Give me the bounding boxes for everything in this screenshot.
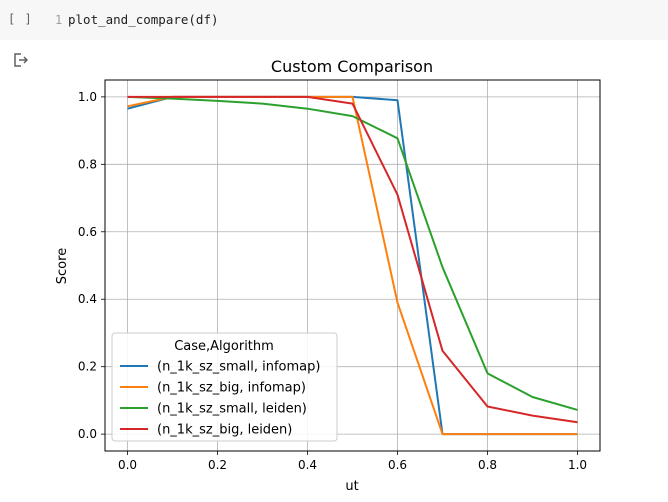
code-cell[interactable]: [ ] 1 plot_and_compare(df) [0,0,668,40]
plot-area-frame [104,79,601,452]
legend-box [111,332,338,442]
legend-title: Case,Algorithm [174,339,274,354]
y-tick-label: 0.4 [78,292,97,306]
series-line-3 [127,95,578,424]
y-tick-label: 1.0 [78,90,97,104]
code-editor[interactable]: plot_and_compare(df) [68,12,219,27]
series-lines [127,95,578,436]
axis-ticks: 0.0 0.2 0.4 0.6 0.8 1.0 0.0 0.2 0.4 0.6 0.8 1.0 [78,90,587,472]
legend-label-3: (n_1k_sz_big, leiden) [157,423,292,438]
y-tick-label: 0.2 [78,360,97,374]
series-line-2 [127,95,578,411]
legend-label-0: (n_1k_sz_small, infomap) [157,360,320,375]
x-tick-label: 0.8 [478,458,497,472]
x-tick-label: 0.6 [388,458,407,472]
x-axis-label: ut [345,479,358,494]
y-axis-label: Score [55,248,70,284]
legend-label-1: (n_1k_sz_big, infomap) [157,381,306,396]
output-redirect-icon[interactable] [12,52,30,68]
line-number: 1 [55,13,63,27]
x-tick-label: 1.0 [568,458,587,472]
y-tick-label: 0.0 [78,427,97,441]
legend-label-2: (n_1k_sz_small, leiden) [157,402,307,417]
y-tick-label: 0.6 [78,225,97,239]
x-tick-label: 0.4 [298,458,317,472]
x-tick-label: 0.0 [118,458,137,472]
legend: Case,Algorithm (n_1k_sz_small, infomap) (… [111,332,338,442]
run-cell-button[interactable]: [ ] [8,12,33,26]
chart-title: Custom Comparison [271,57,433,76]
x-tick-label: 0.2 [208,458,227,472]
y-tick-label: 0.8 [78,157,97,171]
